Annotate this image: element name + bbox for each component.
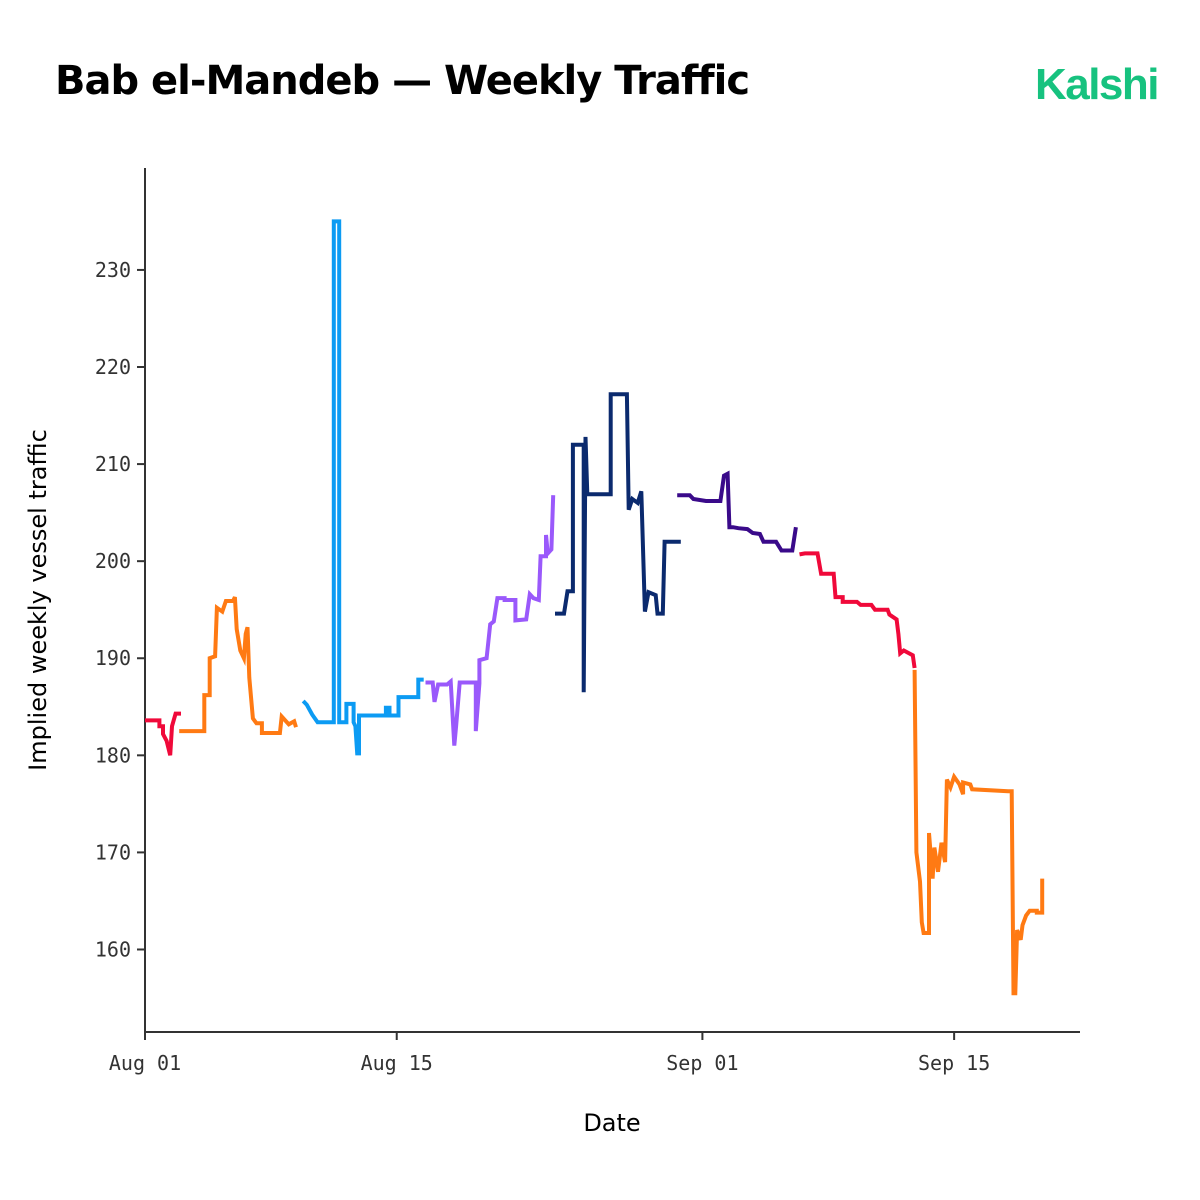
series-line-5 — [555, 392, 681, 693]
chart-series-layer — [145, 219, 1045, 996]
y-tick-label: 180 — [95, 743, 131, 767]
x-tick-label: Aug 01 — [109, 1051, 181, 1075]
y-tick-label: 230 — [95, 258, 131, 282]
x-tick-label: Aug 15 — [361, 1051, 433, 1075]
series-line-4 — [425, 495, 556, 746]
kalshi-logo: Kalshi — [1034, 60, 1160, 109]
page-title: Bab el-Mandeb — Weekly Traffic — [55, 58, 750, 104]
y-tick-label: 210 — [95, 452, 131, 476]
series-line-6 — [677, 470, 798, 553]
y-tick-label: 160 — [95, 937, 131, 961]
series-line-2 — [179, 596, 298, 735]
y-tick-label: 200 — [95, 549, 131, 573]
series-line-8 — [912, 669, 1045, 996]
y-tick-label: 170 — [95, 840, 131, 864]
x-tick-label: Sep 01 — [666, 1051, 738, 1075]
series-line-1 — [145, 711, 181, 756]
x-axis-label: Date — [583, 1109, 640, 1137]
x-tick-label: Sep 15 — [918, 1051, 990, 1075]
y-tick-label: 220 — [95, 355, 131, 379]
y-axis-label: Implied weekly vessel traffic — [24, 429, 52, 771]
chart-axes: 160 170 180 190 200 210 220 230 Aug 01 Aug 15 Sep … — [95, 168, 1080, 1075]
series-line-7 — [799, 551, 917, 669]
series-line-3 — [301, 219, 424, 756]
y-tick-label: 190 — [95, 646, 131, 670]
